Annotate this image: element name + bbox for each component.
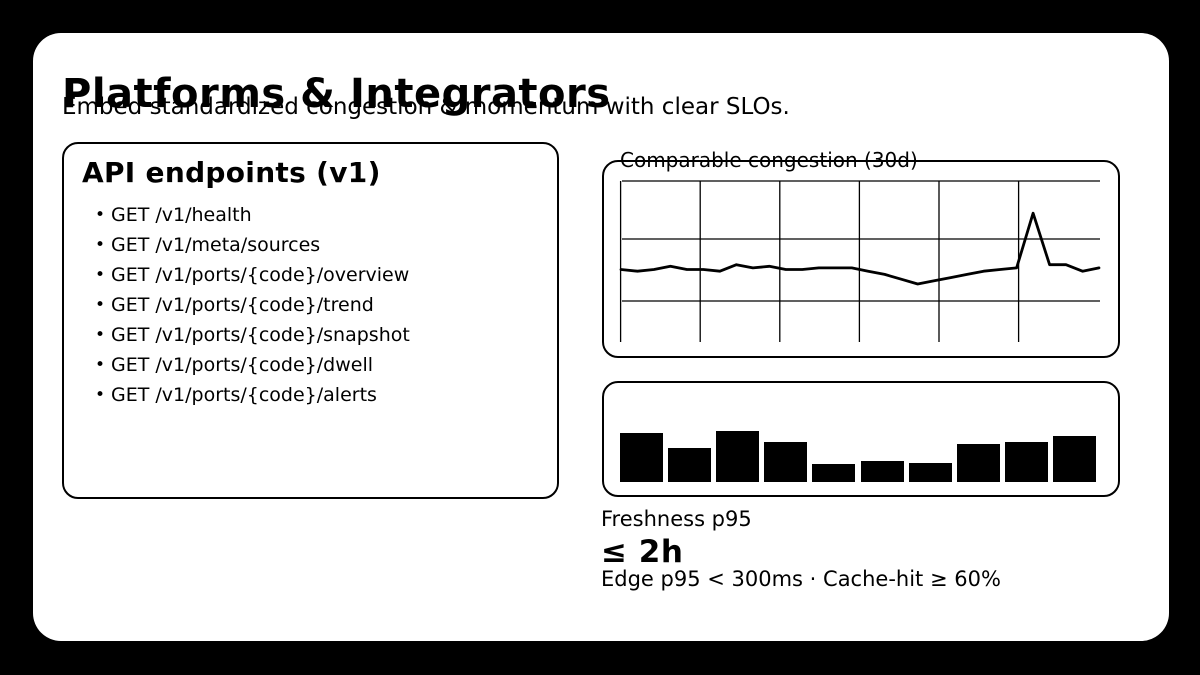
congestion-line-chart [619,179,1100,342]
congestion-chart-title: Comparable congestion (30d) [620,148,918,172]
bullet-icon: • [95,265,106,285]
congestion-chart-panel [602,160,1120,358]
endpoint-item: • GET /v1/ports/{code}/overview [95,260,410,290]
endpoint-label: GET /v1/ports/{code}/overview [111,264,410,286]
endpoint-label: GET /v1/meta/sources [111,234,321,256]
endpoint-item: • GET /v1/meta/sources [95,230,410,260]
bullet-icon: • [95,235,106,255]
slo-value: ≤ 2h [601,534,684,570]
endpoint-label: GET /v1/ports/{code}/alerts [111,384,377,406]
bullet-icon: • [95,355,106,375]
bullet-icon: • [95,325,106,345]
page-subtitle: Embed standardized congestion & momentum… [62,94,790,120]
freshness-bar-panel [602,381,1120,497]
freshness-bar [860,461,904,482]
slo-detail: Edge p95 < 300ms · Cache-hit ≥ 60% [601,567,1001,591]
freshness-bar [1053,436,1097,482]
freshness-bar [667,448,711,482]
endpoint-item: • GET /v1/ports/{code}/alerts [95,380,410,410]
bullet-icon: • [95,205,106,225]
api-endpoints-panel: API endpoints (v1) • GET /v1/health • GET /… [62,142,559,499]
freshness-bar [908,463,952,482]
endpoint-label: GET /v1/health [111,204,252,226]
endpoint-list: • GET /v1/health • GET /v1/meta/sources • GET… [95,200,410,410]
page-title: Platforms & Integrators [62,71,611,117]
bullet-icon: • [95,295,106,315]
endpoint-item: • GET /v1/ports/{code}/snapshot [95,320,410,350]
freshness-bar [1005,442,1049,482]
endpoint-label: GET /v1/ports/{code}/dwell [111,354,374,376]
endpoint-item: • GET /v1/ports/{code}/trend [95,290,410,320]
slo-label: Freshness p95 [601,507,752,531]
freshness-bar [812,464,856,482]
freshness-bar [619,433,663,482]
endpoint-label: GET /v1/ports/{code}/snapshot [111,324,410,346]
slide-card: Platforms & Integrators Embed standardiz… [33,33,1169,641]
endpoint-item: • GET /v1/ports/{code}/dwell [95,350,410,380]
freshness-bar [715,431,759,482]
freshness-bar [764,442,808,482]
endpoint-item: • GET /v1/health [95,200,410,230]
bullet-icon: • [95,385,106,405]
freshness-bar [956,444,1000,482]
endpoint-label: GET /v1/ports/{code}/trend [111,294,374,316]
api-panel-title: API endpoints (v1) [82,156,381,189]
